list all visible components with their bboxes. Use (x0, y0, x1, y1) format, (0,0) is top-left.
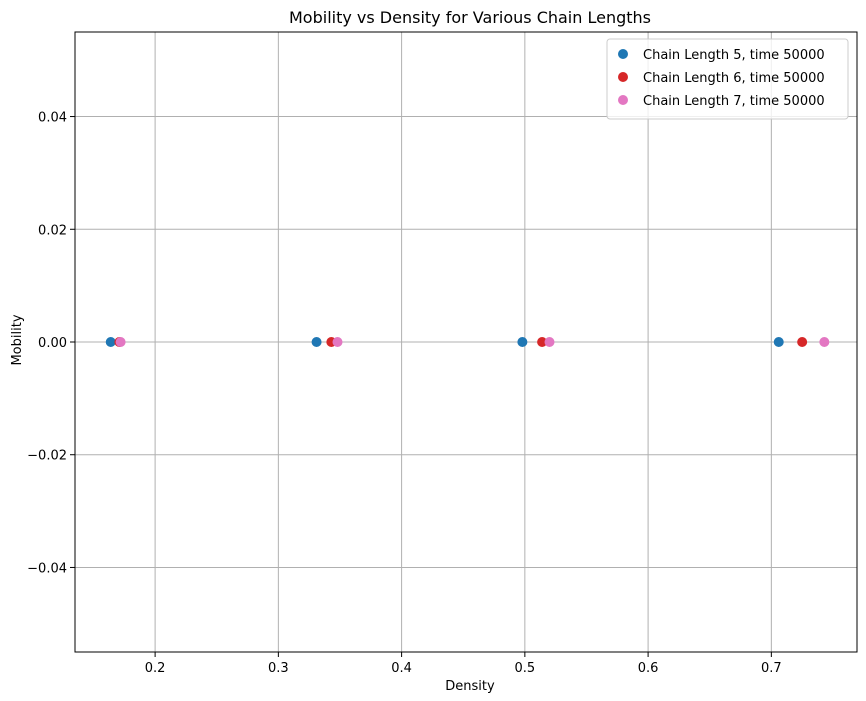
x-tick-label: 0.5 (515, 661, 536, 676)
y-axis-ticks: −0.04 −0.02 0.00 0.02 0.04 (27, 111, 75, 576)
data-points (105, 337, 830, 347)
legend-label-series-2: Chain Length 6, time 50000 (643, 71, 825, 86)
y-tick-label: −0.04 (27, 561, 67, 576)
x-axis-label: Density (445, 679, 495, 694)
y-tick-label: 0.02 (38, 223, 67, 238)
grid-lines (75, 32, 857, 652)
x-tick-label: 0.6 (638, 661, 659, 676)
y-tick-label: 0.00 (38, 336, 67, 351)
data-point-series-3 (332, 337, 343, 347)
y-tick-label: −0.02 (27, 449, 67, 464)
legend-marker-series-1 (618, 49, 628, 59)
x-axis-ticks: 0.2 0.3 0.4 0.5 0.6 0.7 (145, 652, 782, 676)
y-axis-label: Mobility (10, 314, 25, 365)
data-point-series-3 (115, 337, 126, 347)
data-point-series-1 (311, 337, 322, 347)
x-tick-label: 0.4 (391, 661, 412, 676)
legend-label-series-1: Chain Length 5, time 50000 (643, 48, 825, 63)
legend-marker-series-3 (618, 95, 628, 105)
x-tick-label: 0.2 (145, 661, 166, 676)
data-point-series-2 (537, 337, 548, 347)
data-point-series-1 (105, 337, 116, 347)
legend-marker-series-2 (618, 72, 628, 82)
data-point-series-1 (773, 337, 784, 347)
legend-box (606, 38, 849, 120)
data-point-series-3 (544, 337, 555, 347)
legend: Chain Length 5, time 50000 Chain Length 6… (606, 38, 849, 120)
legend-label-series-3: Chain Length 7, time 50000 (643, 94, 825, 109)
data-point-series-3 (819, 337, 830, 347)
y-tick-label: 0.04 (38, 111, 67, 126)
x-tick-label: 0.3 (268, 661, 289, 676)
data-point-series-2 (797, 337, 808, 347)
chart-title: Mobility vs Density for Various Chain Le… (289, 8, 651, 27)
x-tick-label: 0.7 (761, 661, 782, 676)
data-point-series-1 (517, 337, 528, 347)
